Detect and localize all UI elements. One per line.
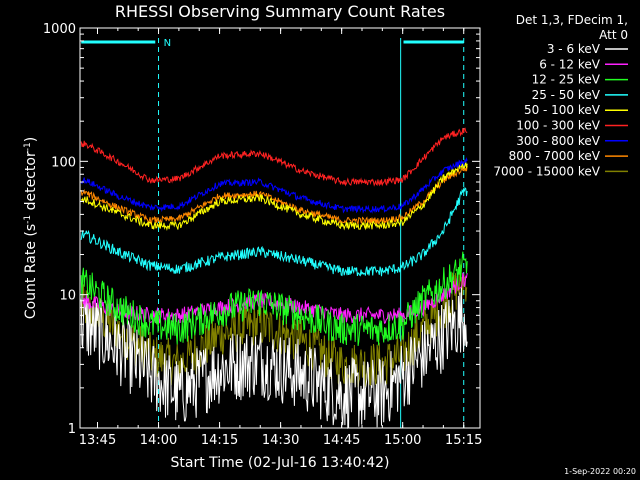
series-line xyxy=(80,127,468,187)
y-tick-label: 10 xyxy=(59,289,76,304)
footer-date: 1-Sep-2022 00:20 xyxy=(564,467,636,476)
series-line xyxy=(80,186,468,277)
legend-label: 25 - 50 keV xyxy=(532,88,601,102)
x-axis-label: Start Time (02-Jul-16 13:40:42) xyxy=(170,455,389,471)
x-tick-label: 15:00 xyxy=(384,433,421,448)
series-line xyxy=(80,251,468,346)
x-tick-label: 14:00 xyxy=(140,433,177,448)
legend-label: 12 - 25 keV xyxy=(532,73,601,87)
series-line xyxy=(80,161,468,232)
plot-frame xyxy=(79,27,481,429)
legend-label: 7000 - 15000 keV xyxy=(493,164,600,178)
x-tick-label: 15:15 xyxy=(445,433,482,448)
series-lines xyxy=(80,127,468,429)
x-tick-label: 13:45 xyxy=(79,433,116,448)
flag-label: N xyxy=(164,38,171,49)
chart-title: RHESSI Observing Summary Count Rates xyxy=(115,2,445,21)
x-axis-ticks: 13:45 14:00 14:15 14:30 14:45 15:00 15:15 xyxy=(79,28,482,448)
legend-label: 50 - 100 keV xyxy=(524,103,601,117)
x-tick-label: 14:45 xyxy=(323,433,360,448)
legend-header-line-2: Att 0 xyxy=(599,28,628,42)
legend-header-line-1: Det 1,3, FDecim 1, xyxy=(516,13,628,27)
legend-label: 300 - 800 keV xyxy=(516,134,600,148)
x-tick-label: 14:30 xyxy=(262,433,299,448)
legend-label: 6 - 12 keV xyxy=(539,57,601,71)
y-axis-ticks: 1 10 100 1000 xyxy=(43,22,480,437)
legend-label: 800 - 7000 keV xyxy=(509,149,601,163)
series-line xyxy=(80,165,468,226)
y-axis-label: Count Rate (s-1 detector-1) xyxy=(23,137,39,319)
legend-label: 3 - 6 keV xyxy=(547,42,601,56)
x-tick-label: 14:15 xyxy=(201,433,238,448)
y-tick-label: 100 xyxy=(51,155,76,170)
legend-label: 100 - 300 keV xyxy=(516,119,600,133)
series-line xyxy=(80,157,468,214)
series-line xyxy=(80,286,468,429)
y-tick-label: 1 xyxy=(68,422,76,437)
y-tick-label: 1000 xyxy=(43,22,76,37)
